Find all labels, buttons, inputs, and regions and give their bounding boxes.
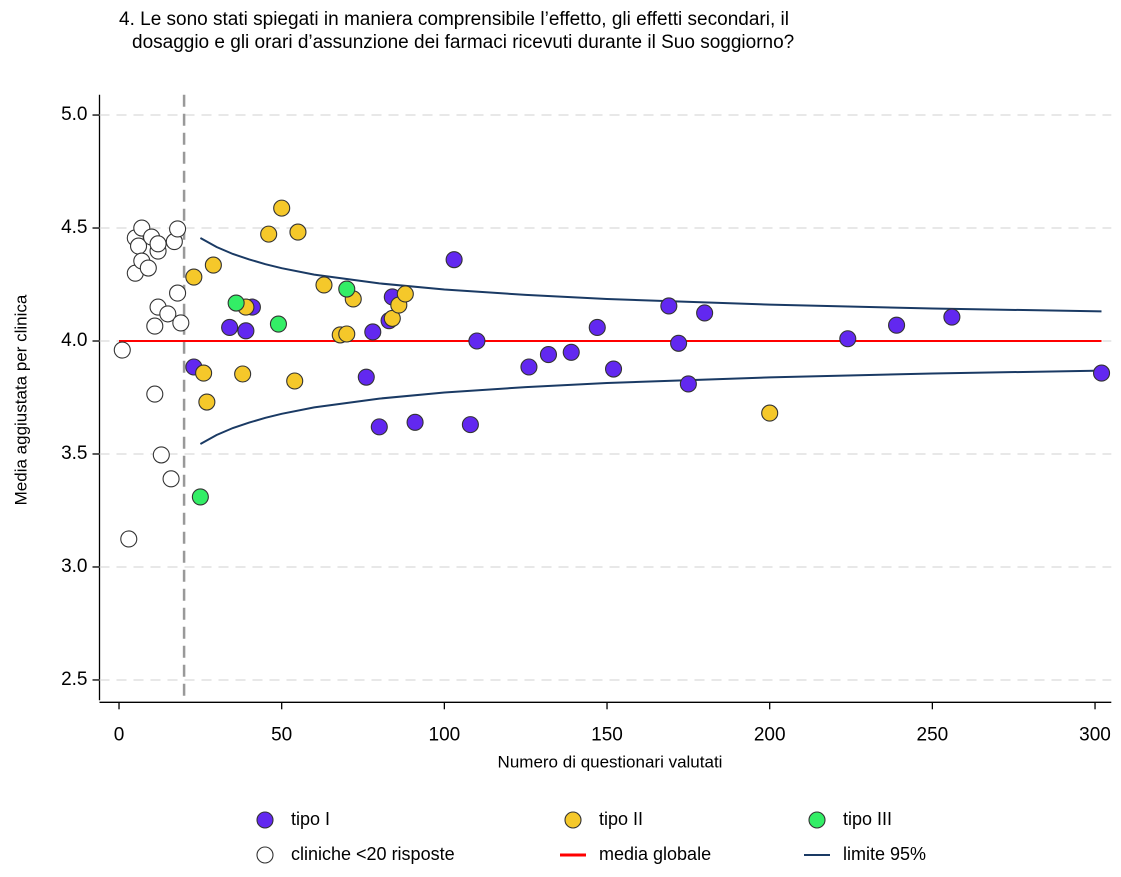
y-tick-label: 2.5 (61, 669, 87, 690)
legend-label: tipo III (843, 809, 892, 829)
point (234, 365, 252, 383)
y-tick-label: 4.5 (61, 217, 87, 238)
point (660, 297, 678, 315)
x-tick-label: 50 (271, 724, 292, 745)
point (839, 330, 857, 348)
point (406, 413, 424, 431)
x-tick-label: 100 (429, 724, 461, 745)
point (146, 385, 164, 403)
point (370, 418, 388, 436)
x-tick-label: 0 (114, 724, 125, 745)
legend-label: tipo II (599, 809, 643, 829)
x-axis-label: Numero di questionari valutati (498, 752, 723, 771)
x-tick-label: 150 (591, 724, 623, 745)
legend-label: media globale (599, 844, 711, 864)
x-tick-label: 200 (754, 724, 786, 745)
point (260, 225, 278, 243)
point (364, 323, 382, 341)
x-tick-label: 250 (917, 724, 949, 745)
point (204, 256, 222, 274)
legend-label: cliniche <20 risposte (291, 844, 455, 864)
point (562, 343, 580, 361)
point (943, 308, 961, 326)
limit-lower (199, 369, 1102, 445)
point (1092, 364, 1111, 382)
point (396, 285, 414, 303)
point (195, 364, 213, 382)
point (191, 488, 209, 506)
point (221, 318, 239, 336)
point (761, 404, 779, 422)
y-tick-label: 4.0 (61, 330, 87, 351)
point (273, 199, 291, 217)
point (185, 268, 203, 286)
legend-marker (256, 811, 274, 829)
chart-title: 4. Le sono stati spiegati in maniera com… (119, 9, 789, 30)
point (338, 325, 356, 343)
point (679, 375, 697, 393)
point (162, 470, 180, 488)
point (670, 334, 688, 352)
point (286, 372, 304, 390)
y-tick-label: 5.0 (61, 104, 87, 125)
chart-title: dosaggio e gli orari d’assunzione dei fa… (132, 32, 794, 53)
point (468, 332, 486, 350)
y-tick-label: 3.0 (61, 556, 87, 577)
point (461, 416, 479, 434)
point (289, 223, 307, 241)
legend-marker (564, 811, 582, 829)
point (269, 315, 287, 333)
point (169, 284, 187, 302)
point (146, 317, 164, 335)
legend-marker (808, 811, 826, 829)
point (237, 322, 255, 340)
point (696, 304, 714, 322)
point (315, 276, 333, 294)
legend-marker (256, 846, 274, 864)
point (520, 358, 538, 376)
point (113, 341, 131, 359)
point (539, 346, 558, 364)
point (338, 280, 356, 298)
legend-label: limite 95% (843, 844, 926, 864)
point (588, 318, 606, 336)
point (357, 368, 375, 386)
point (152, 446, 170, 464)
point (445, 251, 463, 269)
x-tick-label: 300 (1079, 724, 1111, 745)
point (139, 259, 157, 277)
point (159, 305, 177, 323)
point (120, 530, 138, 548)
y-tick-label: 3.5 (61, 443, 87, 464)
point (888, 316, 906, 334)
point (172, 314, 190, 332)
point (149, 235, 167, 253)
legend-label: tipo I (291, 809, 330, 829)
limit-upper (199, 237, 1102, 313)
point (198, 393, 216, 411)
point (169, 220, 187, 238)
point (604, 360, 623, 378)
y-axis-label: Media aggiustata per clinica (11, 294, 30, 505)
point (227, 294, 245, 312)
